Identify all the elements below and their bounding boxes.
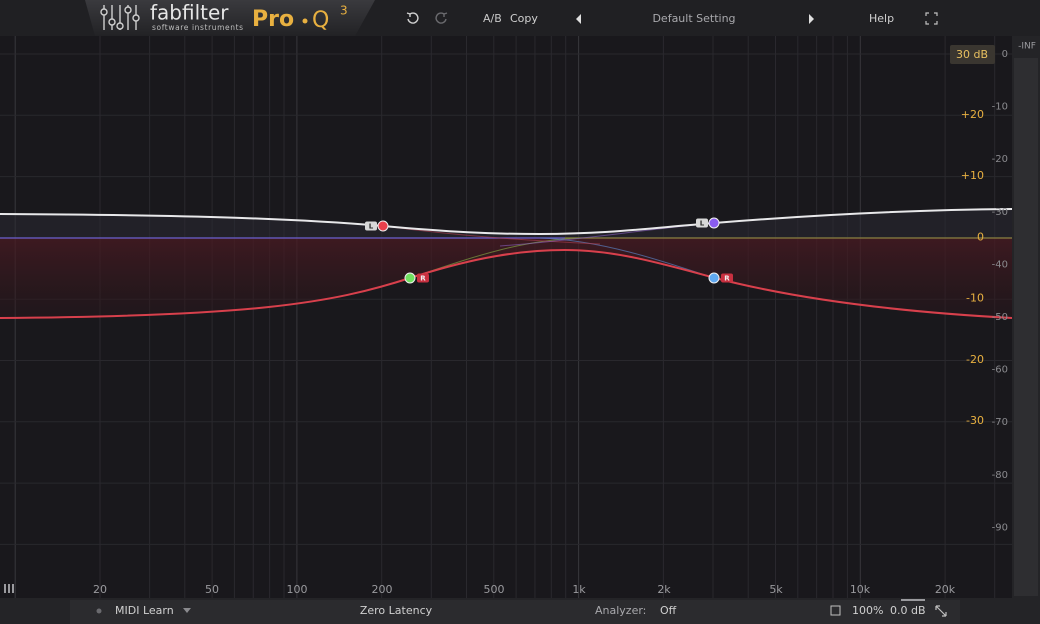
next-preset[interactable]	[809, 14, 814, 24]
freq-label: 50	[205, 583, 219, 596]
level-label: 0	[1002, 49, 1008, 60]
undo-button[interactable]	[406, 12, 419, 24]
level-label: -50	[992, 312, 1008, 323]
version: 3	[340, 4, 348, 18]
freq-label: 100	[287, 583, 308, 596]
help-button[interactable]: Help	[869, 12, 894, 25]
level-label: -70	[992, 417, 1008, 428]
level-label: -40	[992, 259, 1008, 270]
level-label: -20	[992, 154, 1008, 165]
band-node[interactable]	[377, 220, 389, 232]
band-node[interactable]	[708, 217, 720, 229]
analyzer-label: Analyzer:	[595, 604, 646, 617]
analyzer-value[interactable]: Off	[660, 604, 677, 617]
ab-button[interactable]: A/B	[483, 12, 502, 25]
copy-button[interactable]: Copy	[510, 12, 538, 25]
channel-tag	[721, 273, 733, 283]
range-label: 30 dB	[956, 48, 988, 61]
curve-fill	[0, 209, 1012, 238]
product-suffix: Q	[312, 8, 329, 33]
gain-label: 0	[977, 230, 984, 243]
redo-button[interactable]	[435, 12, 448, 24]
freq-label: 5k	[769, 583, 783, 596]
gain-label: -30	[966, 414, 984, 427]
freq-label: 500	[484, 583, 505, 596]
zoom[interactable]: 100%	[852, 604, 883, 617]
product-dot	[302, 18, 308, 24]
level-label: -10	[992, 102, 1008, 113]
freq-label: 10k	[850, 583, 871, 596]
prev-preset[interactable]	[576, 14, 581, 24]
midi-learn[interactable]: MIDI Learn	[115, 604, 174, 617]
freq-label: 20	[93, 583, 107, 596]
channel-tag	[696, 218, 708, 228]
piano-icon	[4, 584, 14, 593]
freq-label: 2k	[657, 583, 671, 596]
brand: fabfilter	[150, 1, 229, 25]
channel-label: R	[420, 275, 426, 283]
level-label: -60	[992, 365, 1008, 376]
eq-curve-left	[0, 208, 1013, 236]
midi-dropdown[interactable]	[183, 608, 191, 613]
fullscreen-button[interactable]	[925, 12, 938, 25]
eq-curve-right	[0, 248, 1013, 319]
channel-label: L	[700, 220, 705, 228]
band-curve	[382, 225, 601, 245]
output-gain[interactable]: 0.0 dB	[890, 604, 926, 617]
freq-label: 20k	[935, 583, 956, 596]
midi-indicator	[96, 608, 102, 614]
level-label: -90	[992, 522, 1008, 533]
band-node[interactable]	[708, 272, 720, 284]
latency[interactable]: Zero Latency	[360, 604, 433, 617]
meter-label: -INF	[1018, 42, 1036, 52]
level-label: -80	[992, 470, 1008, 481]
channel-label: L	[369, 223, 374, 231]
freq-label: 200	[372, 583, 393, 596]
freq-label: 1k	[572, 583, 586, 596]
gain-label: -10	[966, 292, 984, 305]
level-label: -30	[992, 207, 1008, 218]
product: Pro	[252, 7, 294, 32]
preset-name[interactable]: Default Setting	[652, 12, 735, 25]
resize-handle[interactable]	[935, 605, 947, 617]
band-nodes: L L R R	[365, 217, 733, 284]
tagline: software instruments	[152, 23, 244, 32]
output-icon[interactable]	[830, 605, 841, 616]
logo-panel	[85, 0, 375, 36]
band-node[interactable]	[404, 272, 416, 284]
gain-label: +20	[961, 108, 984, 121]
logo-icon	[100, 5, 140, 30]
gain-label: +10	[961, 169, 984, 182]
gain-label: -20	[966, 353, 984, 366]
channel-label: R	[724, 275, 730, 283]
meter-bar	[1014, 58, 1038, 596]
range-button[interactable]	[950, 45, 995, 64]
channel-tag	[365, 221, 377, 231]
bottom-panel	[70, 600, 960, 624]
channel-tag	[417, 273, 429, 283]
eq-display[interactable]	[0, 36, 1012, 598]
band-fill	[0, 238, 1012, 318]
